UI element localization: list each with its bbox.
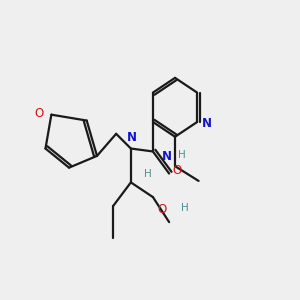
- Text: N: N: [127, 131, 137, 144]
- Text: O: O: [172, 164, 181, 177]
- Text: O: O: [35, 107, 44, 120]
- Text: H: H: [181, 203, 189, 213]
- Text: O: O: [157, 203, 166, 216]
- Text: H: H: [144, 169, 152, 178]
- Text: N: N: [162, 150, 172, 163]
- Text: H: H: [178, 150, 186, 160]
- Text: N: N: [202, 117, 212, 130]
